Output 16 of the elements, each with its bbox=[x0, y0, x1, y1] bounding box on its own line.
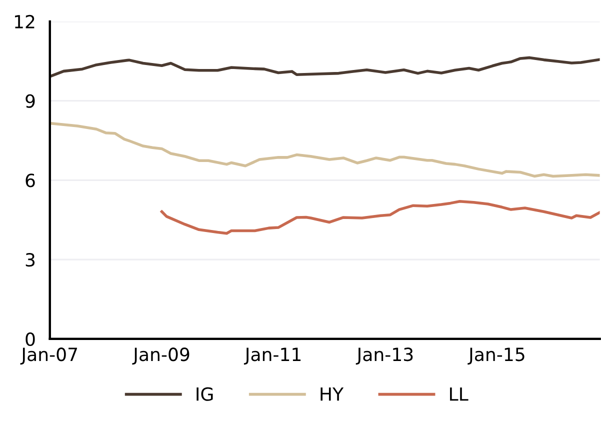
y-tick-label: 12 bbox=[15, 14, 34, 28]
x-tick-label: Jan-07 bbox=[20, 348, 77, 365]
legend-label: IG bbox=[196, 387, 213, 401]
legend-label: LL bbox=[450, 387, 468, 401]
y-tick-label: 9 bbox=[26, 94, 35, 108]
y-tick-label: 3 bbox=[26, 253, 35, 267]
x-tick-label: Jan-15 bbox=[468, 348, 524, 365]
x-tick-label: Jan-09 bbox=[132, 348, 190, 365]
x-tick-label: Jan-11 bbox=[244, 348, 301, 365]
y-tick-label: 6 bbox=[26, 174, 35, 188]
line-series bbox=[160, 200, 600, 235]
line-series bbox=[50, 122, 600, 178]
line-series bbox=[50, 56, 600, 78]
x-tick-label: Jan-13 bbox=[356, 348, 413, 365]
y-tick-label: 0 bbox=[26, 332, 35, 346]
legend-label: HY bbox=[320, 387, 344, 401]
